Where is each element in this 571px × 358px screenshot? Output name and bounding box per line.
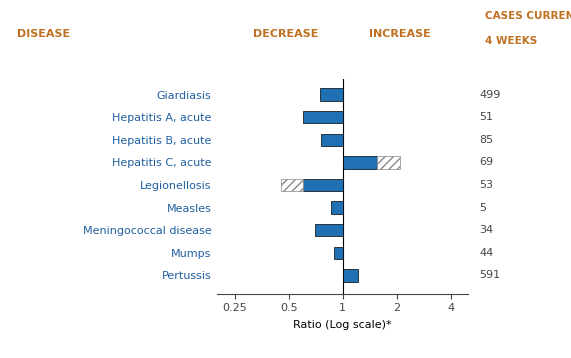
Text: 69: 69 (479, 158, 493, 168)
Bar (377, 156, 400, 169)
Text: 44: 44 (479, 248, 493, 258)
Text: DECREASE: DECREASE (253, 29, 318, 39)
Bar (335, 247, 343, 259)
Text: 5: 5 (479, 203, 486, 213)
Bar (320, 88, 343, 101)
Text: 4 WEEKS: 4 WEEKS (485, 36, 538, 46)
Text: CASES CURRENT: CASES CURRENT (485, 11, 571, 21)
Bar (303, 111, 343, 124)
Text: 53: 53 (479, 180, 493, 190)
Bar (303, 179, 343, 191)
Text: DISEASE: DISEASE (17, 29, 70, 39)
Bar (282, 179, 303, 191)
Bar (321, 134, 343, 146)
Bar (315, 224, 343, 237)
X-axis label: Ratio (Log scale)*: Ratio (Log scale)* (293, 320, 392, 330)
Text: 499: 499 (479, 90, 501, 100)
Text: 85: 85 (479, 135, 493, 145)
Text: 34: 34 (479, 225, 493, 235)
Text: 591: 591 (479, 271, 500, 280)
Bar (343, 269, 358, 282)
Text: 51: 51 (479, 112, 493, 122)
Bar (343, 156, 377, 169)
Bar (331, 202, 343, 214)
Text: INCREASE: INCREASE (369, 29, 431, 39)
